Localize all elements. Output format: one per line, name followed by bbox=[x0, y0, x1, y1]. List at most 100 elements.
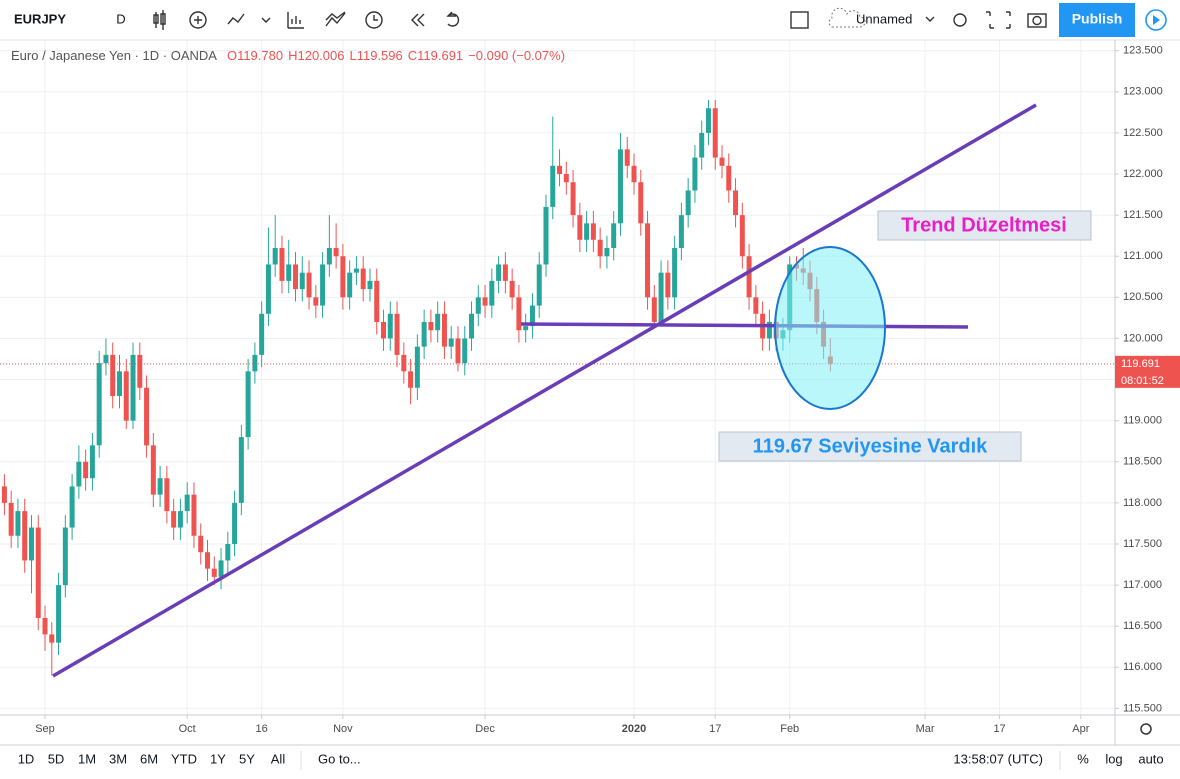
candle-body bbox=[272, 248, 278, 265]
candle-body bbox=[692, 157, 698, 191]
settings-icon[interactable] bbox=[1140, 723, 1152, 735]
legend-open: O119.780 bbox=[227, 48, 283, 63]
annotation: Trend Düzeltmesi bbox=[901, 214, 1067, 236]
y-tick-label: 116.000 bbox=[1123, 661, 1162, 673]
y-tick-label: 118.500 bbox=[1123, 456, 1162, 468]
candle-body bbox=[347, 272, 353, 298]
candle-body bbox=[259, 313, 265, 355]
x-tick-label: Dec bbox=[475, 723, 495, 735]
layout-name[interactable]: Unnamed bbox=[856, 11, 912, 26]
candle-body bbox=[617, 149, 623, 224]
candle-body bbox=[306, 272, 312, 298]
candle-body bbox=[265, 264, 271, 314]
candle-body bbox=[76, 461, 82, 487]
candle-body bbox=[1, 486, 7, 503]
y-tick-label: 117.000 bbox=[1123, 579, 1162, 591]
candle-body bbox=[638, 182, 644, 224]
candle-body bbox=[516, 297, 522, 331]
range-button[interactable]: All bbox=[271, 751, 286, 766]
range-button[interactable]: 5D bbox=[48, 751, 65, 766]
candle-body bbox=[665, 272, 671, 298]
candle-body bbox=[719, 157, 725, 166]
candle-body bbox=[286, 264, 292, 281]
candle-body bbox=[482, 297, 488, 306]
legend-low: L119.596 bbox=[349, 48, 402, 63]
toolbar-icons[interactable] bbox=[153, 10, 1047, 30]
range-button[interactable]: 1M bbox=[78, 751, 96, 766]
publish-label[interactable]: Publish bbox=[1072, 11, 1123, 27]
candle-body bbox=[421, 322, 427, 347]
candle-body bbox=[672, 248, 678, 298]
range-button[interactable]: 1Y bbox=[210, 751, 226, 766]
candle-body bbox=[313, 297, 319, 306]
candle-body bbox=[448, 338, 454, 347]
y-tick-label: 117.500 bbox=[1123, 538, 1162, 550]
candle-body bbox=[8, 502, 14, 536]
candle-body bbox=[279, 248, 285, 281]
legend-high: H120.006 bbox=[288, 48, 344, 63]
annotation-box bbox=[718, 431, 1022, 462]
interval[interactable]: D bbox=[116, 11, 125, 26]
candle-body bbox=[116, 371, 122, 396]
annotation-box bbox=[877, 210, 1092, 241]
y-tick-label: 122.000 bbox=[1123, 168, 1163, 180]
candle-body bbox=[624, 149, 630, 166]
horizontal-line bbox=[520, 322, 969, 329]
percent-toggle[interactable]: % bbox=[1077, 751, 1089, 766]
range-button[interactable]: YTD bbox=[171, 751, 197, 766]
play-button[interactable] bbox=[1145, 9, 1167, 31]
candle-body bbox=[232, 502, 238, 544]
range-button[interactable]: 1D bbox=[18, 751, 35, 766]
candle-body bbox=[360, 268, 366, 290]
clock: 13:58:07 (UTC) bbox=[953, 751, 1043, 766]
candle-body bbox=[550, 165, 556, 207]
candle-body bbox=[631, 165, 637, 183]
y-tick-label: 120.000 bbox=[1123, 332, 1163, 344]
candle-body bbox=[766, 322, 772, 339]
y-tick-label: 123.000 bbox=[1123, 86, 1163, 98]
candle-body bbox=[685, 190, 691, 216]
publish-button[interactable] bbox=[1059, 3, 1135, 37]
auto-toggle[interactable]: auto bbox=[1138, 751, 1163, 766]
candle-body bbox=[645, 223, 651, 298]
candle-body bbox=[733, 190, 739, 216]
candle-body bbox=[557, 165, 563, 175]
candle-body bbox=[441, 313, 447, 347]
x-tick-label: Oct bbox=[179, 723, 196, 735]
candle-body bbox=[198, 535, 204, 553]
play-icon bbox=[1153, 15, 1160, 25]
dropdown-icon[interactable] bbox=[925, 16, 935, 22]
candle-body bbox=[611, 223, 617, 249]
range-button[interactable]: 3M bbox=[109, 751, 127, 766]
candle-body bbox=[387, 313, 393, 339]
y-tick-label: 118.000 bbox=[1123, 497, 1162, 509]
candle-body bbox=[381, 322, 387, 339]
countdown-label: 08:01:52 bbox=[1121, 375, 1164, 387]
candle-body bbox=[177, 511, 183, 528]
candle-body bbox=[401, 354, 407, 372]
x-tick-label: 16 bbox=[256, 723, 268, 735]
candle-body bbox=[469, 313, 475, 339]
goto[interactable]: Go to... bbox=[318, 751, 361, 766]
y-tick-label: 120.500 bbox=[1123, 291, 1163, 303]
last-price-box bbox=[1115, 355, 1180, 388]
y-tick-label: 116.500 bbox=[1123, 620, 1162, 632]
top-toolbar: EURJPY D Unnamed Publish bbox=[0, 0, 1180, 41]
range-button[interactable]: 6M bbox=[140, 751, 158, 766]
candle-body bbox=[333, 248, 339, 257]
candle-body bbox=[590, 223, 596, 240]
legend: Euro / Japanese Yen · 1D · OANDA O119.780… bbox=[11, 48, 565, 63]
y-tick-label: 122.500 bbox=[1123, 127, 1163, 139]
candle-body bbox=[353, 268, 359, 273]
candle-body bbox=[746, 256, 752, 298]
legend-close: C119.691 bbox=[408, 48, 463, 63]
drawings: Trend Düzeltmesi 119.67 Seviyesine Vardı… bbox=[52, 103, 1092, 678]
candle-body bbox=[543, 206, 549, 265]
range-button[interactable]: 5Y bbox=[239, 751, 255, 766]
candle-body bbox=[320, 264, 326, 306]
highlight-ellipse bbox=[774, 246, 886, 410]
symbol[interactable]: EURJPY bbox=[14, 11, 66, 26]
candle-body bbox=[157, 478, 163, 495]
log-toggle[interactable]: log bbox=[1105, 751, 1122, 766]
